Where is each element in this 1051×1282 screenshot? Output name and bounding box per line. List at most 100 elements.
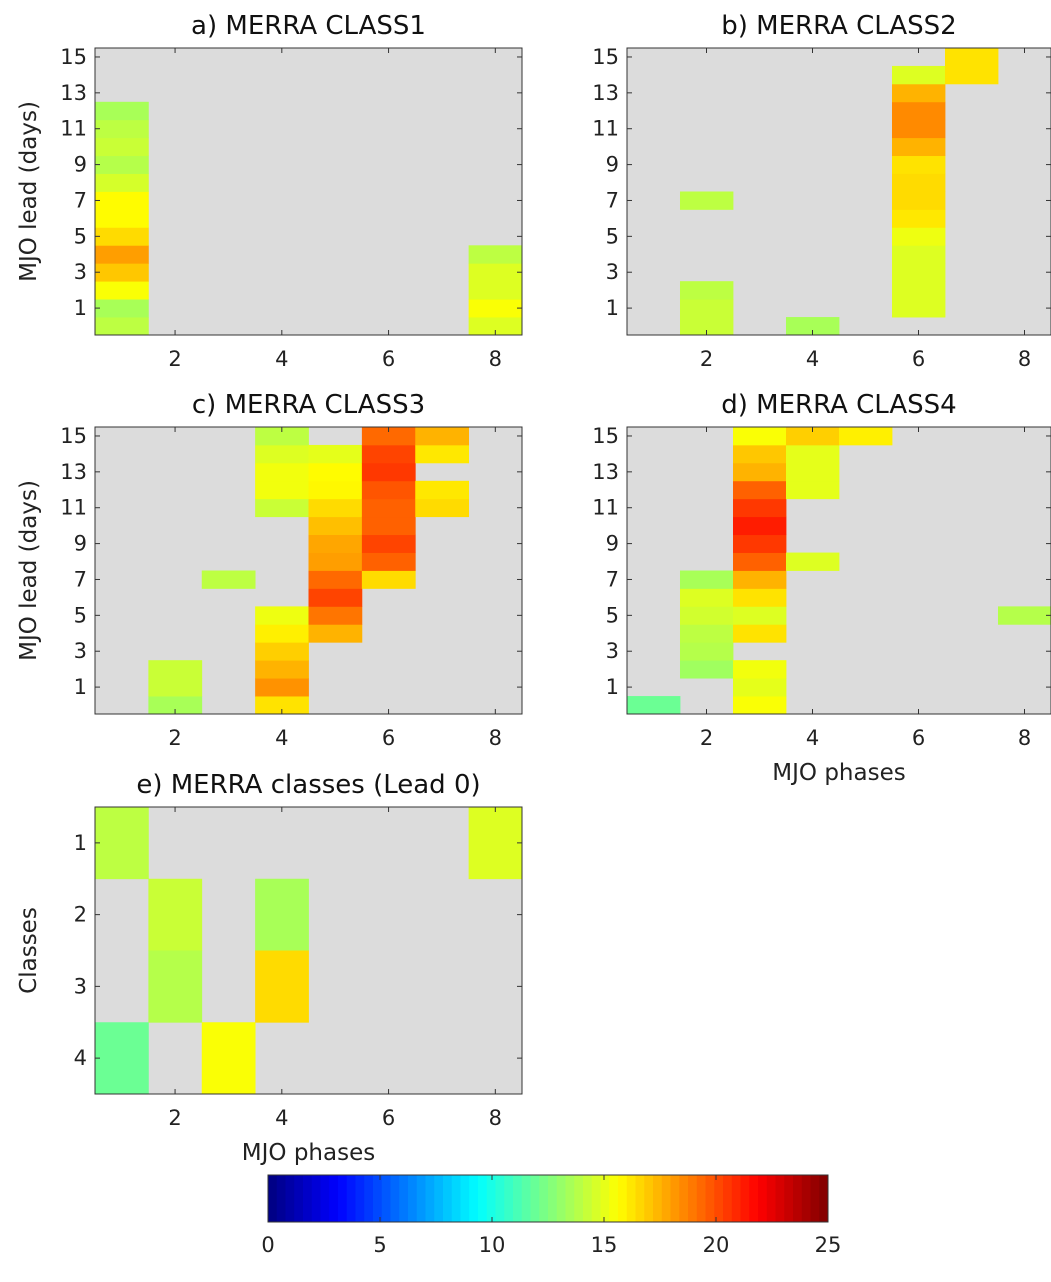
panel-title: d) MERRA CLASS4 (721, 390, 956, 420)
heatmap-cell (680, 191, 734, 210)
heatmap-cell (201, 1022, 256, 1095)
colorbar-tick-label: 20 (703, 1233, 730, 1257)
heatmap-cell (95, 173, 149, 192)
heatmap-cell (733, 480, 787, 500)
heatmap-cell (892, 227, 946, 246)
x-tick-label: 4 (806, 726, 819, 750)
heatmap-cell (308, 480, 363, 500)
y-tick-label: 9 (74, 532, 87, 556)
heatmap-cell (892, 137, 946, 157)
colorbar-segment (644, 1175, 654, 1222)
heatmap-cell (892, 119, 946, 139)
y-axis-label: Classes (16, 907, 42, 994)
heatmap-cell (201, 570, 256, 589)
heatmap-cell (945, 48, 999, 67)
x-tick-label: 6 (912, 726, 925, 750)
heatmap-cell (627, 696, 681, 715)
heatmap-cell (680, 299, 734, 318)
colorbar-segment (696, 1175, 706, 1222)
colorbar-segment (329, 1175, 339, 1222)
heatmap-cell (255, 642, 309, 661)
y-tick-label: 15 (592, 424, 619, 448)
heatmap-cell (361, 534, 416, 553)
colorbar-segment (749, 1175, 759, 1222)
heatmap-cell (308, 444, 363, 464)
heatmap-cell (95, 191, 149, 210)
colorbar-segment (574, 1175, 584, 1222)
colorbar-segment (688, 1175, 698, 1222)
y-tick-label: 5 (74, 603, 87, 627)
colorbar-segment (618, 1175, 628, 1222)
heatmap-cell (733, 696, 787, 715)
heatmap-cell (733, 427, 787, 446)
heatmap-cell (892, 83, 946, 103)
colorbar-segment (355, 1175, 365, 1222)
plot-frame (94, 806, 523, 1095)
y-tick-label: 1 (74, 675, 87, 699)
colorbar-segment (294, 1175, 304, 1222)
y-tick-label: 3 (74, 974, 87, 998)
heatmap-cell (95, 209, 149, 228)
heatmap-cell (468, 317, 523, 336)
x-tick-label: 6 (382, 347, 395, 371)
heatmap-cell (839, 427, 893, 446)
x-tick-label: 2 (700, 347, 713, 371)
colorbar-segment (425, 1175, 435, 1222)
heatmap-cell (415, 444, 470, 464)
heatmap-cell (308, 498, 363, 518)
heatmap-cell (361, 480, 416, 500)
heatmap-cell (95, 263, 149, 282)
heatmap-cell (95, 137, 149, 157)
heatmap-cell (361, 462, 416, 482)
heatmap-cell (733, 570, 787, 589)
heatmap-cell (786, 317, 840, 336)
x-tick-label: 8 (489, 347, 502, 371)
heatmap-cell (892, 65, 946, 85)
colorbar-tick-label: 0 (261, 1233, 274, 1257)
heatmap-cell (308, 570, 363, 589)
colorbar-segment (285, 1175, 295, 1222)
heatmap-cell (361, 570, 416, 589)
colorbar-segment (303, 1175, 313, 1222)
x-tick-label: 2 (168, 1106, 181, 1130)
heatmap-cell (892, 155, 946, 174)
heatmap-cell (892, 191, 946, 210)
colorbar: 0 5 10 15 20 25 (261, 1174, 841, 1257)
heatmap-cell (148, 678, 203, 697)
colorbar-segment (766, 1175, 776, 1222)
heatmap-cell (786, 427, 840, 446)
colorbar-segment (758, 1175, 768, 1222)
colorbar-segment (268, 1175, 278, 1222)
heatmap-cell (680, 570, 734, 589)
x-tick-label: 8 (1018, 347, 1031, 371)
heatmap-cell (361, 498, 416, 518)
y-tick-label: 3 (606, 639, 619, 663)
colorbar-segment (548, 1175, 558, 1222)
heatmap-cell (680, 606, 734, 625)
colorbar-segment (338, 1175, 348, 1222)
colorbar-segment (486, 1175, 496, 1222)
y-tick-label: 3 (74, 639, 87, 663)
heatmap-cell (255, 606, 309, 625)
y-tick-label: 9 (606, 532, 619, 556)
heatmap-cell (95, 299, 149, 318)
heatmap-cell (255, 950, 309, 1023)
heatmap-cell (786, 462, 840, 482)
heatmap-cell (255, 427, 309, 446)
colorbar-segment (609, 1175, 619, 1222)
y-tick-label: 11 (592, 117, 619, 141)
colorbar-segment (373, 1175, 383, 1222)
colorbar-segment (784, 1175, 794, 1222)
heatmap-cell (680, 281, 734, 300)
y-tick-label: 7 (606, 567, 619, 591)
x-tick-label: 2 (700, 726, 713, 750)
y-tick-label: 1 (606, 675, 619, 699)
heatmap-cell (733, 588, 787, 607)
colorbar-segment (495, 1175, 505, 1222)
panel-title: c) MERRA CLASS3 (192, 390, 425, 420)
y-tick-label: 7 (74, 567, 87, 591)
x-tick-label: 6 (382, 1106, 395, 1130)
y-tick-label: 13 (592, 460, 619, 484)
